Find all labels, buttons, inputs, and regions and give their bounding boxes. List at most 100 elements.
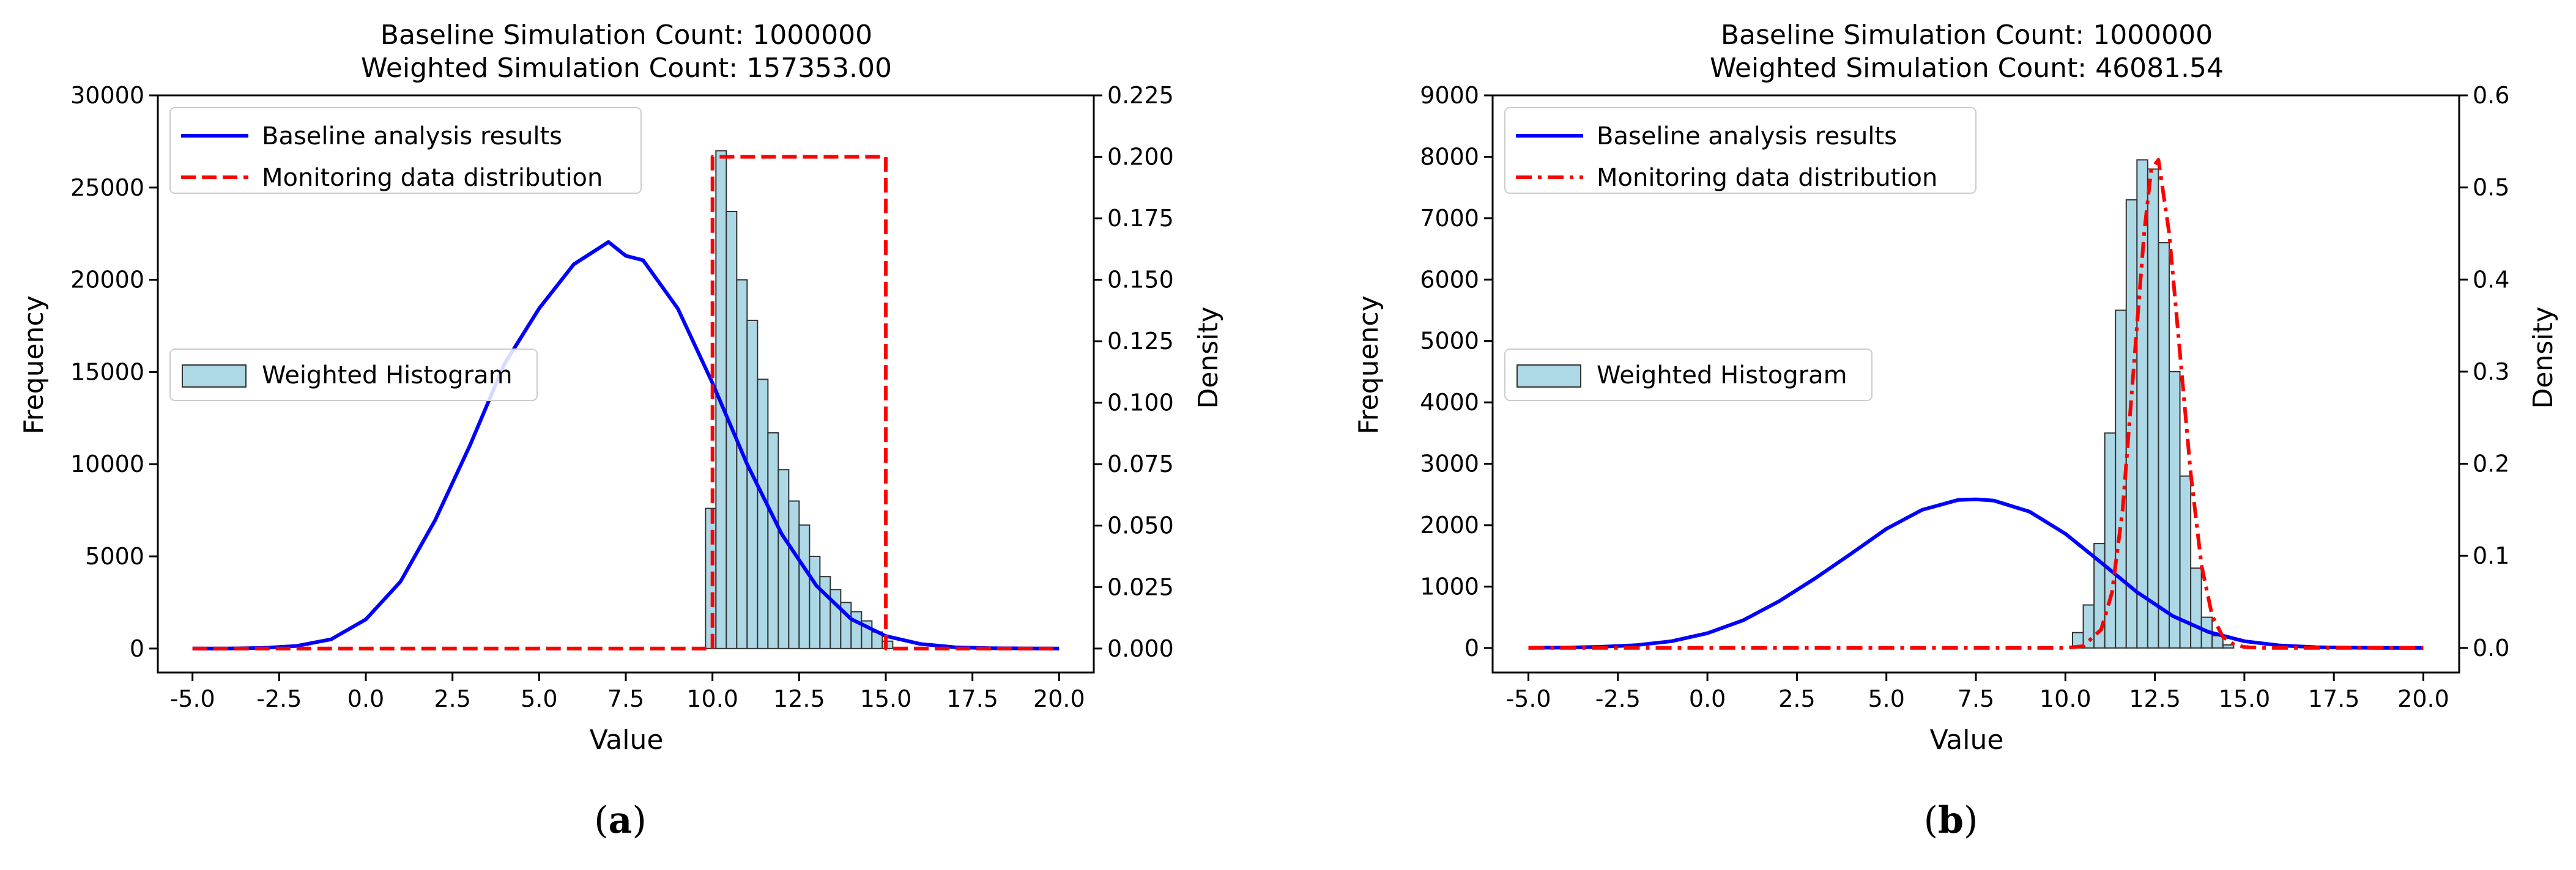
x-tick-label: 7.5 bbox=[607, 685, 644, 712]
y-tick-label: 4000 bbox=[1420, 389, 1479, 416]
y-axis-label: Frequency bbox=[1353, 295, 1384, 434]
x-tick-label: 5.0 bbox=[1868, 685, 1904, 712]
y-tick-label: 8000 bbox=[1420, 143, 1479, 170]
y-tick-label: 7000 bbox=[1420, 205, 1479, 232]
legend-label: Baseline analysis results bbox=[262, 122, 562, 150]
panel-caption: (b) bbox=[1924, 799, 1978, 842]
x-tick-label: 20.0 bbox=[1033, 685, 1085, 712]
legend-box bbox=[169, 348, 538, 401]
y-tick-label: 25000 bbox=[70, 174, 144, 201]
y2-tick-label: 0.6 bbox=[2473, 82, 2509, 109]
x-tick-label: 17.5 bbox=[946, 685, 998, 712]
series-line bbox=[192, 155, 1060, 651]
legend-label: Monitoring data distribution bbox=[262, 164, 603, 192]
y-tick-label: 30000 bbox=[70, 82, 144, 109]
y2-tick-label: 0.1 bbox=[2473, 542, 2509, 569]
histogram-bar bbox=[767, 432, 779, 649]
x-tick-label: -5.0 bbox=[170, 685, 215, 712]
series-line bbox=[192, 240, 1060, 651]
chart-title-line-2: Weighted Simulation Count: 157353.00 bbox=[361, 53, 892, 84]
y2-tick-label: 0.5 bbox=[2473, 174, 2509, 201]
y-tick-label: 2000 bbox=[1420, 512, 1479, 539]
y-tick-label: 9000 bbox=[1420, 82, 1479, 109]
histogram-bar bbox=[2222, 644, 2235, 649]
y2-tick-label: 0.025 bbox=[1107, 573, 1174, 600]
caption-text: (b) bbox=[1924, 799, 1978, 842]
y-tick-label: 6000 bbox=[1420, 266, 1479, 293]
legend-label: Monitoring data distribution bbox=[1597, 164, 1937, 192]
x-tick-label: 12.5 bbox=[2129, 685, 2181, 712]
x-tick-label: 17.5 bbox=[2308, 685, 2360, 712]
plot-area: -5.0 -2.5 0.0 2.5 5.0 7.5 10.0 12.5 15.0 17.5 20.0… bbox=[1420, 82, 2509, 712]
x-axis-label: Value bbox=[1930, 724, 2004, 756]
y2-tick-label: 0.2 bbox=[2473, 451, 2509, 477]
x-tick-label: 0.0 bbox=[347, 685, 384, 712]
histogram-bar bbox=[2082, 604, 2095, 649]
y2-tick-label: 0.4 bbox=[2473, 266, 2509, 293]
legend-box bbox=[1504, 107, 1977, 194]
histogram-bar bbox=[2147, 168, 2159, 649]
y2-tick-label: 0.125 bbox=[1107, 328, 1174, 355]
y-tick-label: 15000 bbox=[70, 358, 144, 385]
y-axis-label: Frequency bbox=[18, 295, 50, 434]
y2-tick-label: 0.100 bbox=[1107, 389, 1174, 416]
legend-swatch bbox=[182, 364, 247, 388]
x-tick-label: 10.0 bbox=[686, 685, 738, 712]
chart-panel-b: Baseline Simulation Count: 1000000 Weigh… bbox=[1353, 20, 2559, 842]
legend-label: Weighted Histogram bbox=[1597, 361, 1847, 389]
histogram-bar bbox=[819, 576, 831, 649]
x-tick-label: 2.5 bbox=[434, 685, 470, 712]
y-tick-label: 0 bbox=[1464, 635, 1479, 662]
legend-label: Baseline analysis results bbox=[1597, 122, 1897, 150]
histogram-bar bbox=[757, 378, 769, 649]
x-axis-label: Value bbox=[590, 724, 664, 756]
histogram-bar bbox=[788, 500, 800, 649]
y-tick-label: 20000 bbox=[70, 267, 144, 293]
series-line bbox=[1528, 158, 2424, 650]
series-line bbox=[1528, 497, 2424, 650]
y2-axis-label: Density bbox=[1193, 306, 1224, 408]
x-tick-label: 15.0 bbox=[860, 685, 912, 712]
y2-tick-label: 0.225 bbox=[1107, 82, 1174, 109]
histogram-bar bbox=[2104, 432, 2117, 649]
histogram-bar bbox=[2179, 475, 2192, 649]
legend-label: Weighted Histogram bbox=[262, 361, 513, 389]
x-tick-label: 20.0 bbox=[2397, 685, 2449, 712]
histogram-bar bbox=[809, 555, 821, 649]
y2-tick-label: 0.200 bbox=[1107, 144, 1174, 171]
chart-title-line-1: Baseline Simulation Count: 1000000 bbox=[380, 20, 872, 51]
x-tick-label: -2.5 bbox=[1595, 685, 1641, 712]
y2-axis-label: Density bbox=[2528, 306, 2559, 408]
y2-tick-label: 0.050 bbox=[1107, 512, 1174, 539]
histogram-bar bbox=[2158, 242, 2170, 649]
plot-area: -5.0 -2.5 0.0 2.5 5.0 7.5 10.0 12.5 15.0 17.5 20.0… bbox=[70, 82, 1174, 712]
x-tick-label: 15.0 bbox=[2219, 685, 2271, 712]
legend-box bbox=[169, 107, 642, 194]
y-tick-label: 10000 bbox=[70, 451, 144, 477]
chart-panel-a: Baseline Simulation Count: 1000000 Weigh… bbox=[18, 20, 1224, 842]
y2-tick-label: 0.075 bbox=[1107, 451, 1174, 477]
caption-text: (a) bbox=[594, 799, 647, 842]
x-tick-label: 0.0 bbox=[1689, 685, 1726, 712]
x-tick-label: 2.5 bbox=[1778, 685, 1815, 712]
y-tick-label: 0 bbox=[130, 635, 144, 662]
x-tick-label: -2.5 bbox=[256, 685, 302, 712]
y2-tick-label: 0.000 bbox=[1107, 635, 1174, 662]
chart-title-line-2: Weighted Simulation Count: 46081.54 bbox=[1710, 53, 2224, 84]
histogram-bar bbox=[2169, 370, 2181, 649]
x-tick-label: 10.0 bbox=[2040, 685, 2092, 712]
chart-title-line-1: Baseline Simulation Count: 1000000 bbox=[1721, 20, 2213, 51]
y2-tick-label: 0.150 bbox=[1107, 267, 1174, 293]
histogram-bar bbox=[2190, 567, 2202, 649]
histogram-bar bbox=[850, 611, 863, 649]
y2-tick-label: 0.0 bbox=[2473, 635, 2509, 662]
y2-tick-label: 0.175 bbox=[1107, 205, 1174, 232]
y-tick-label: 1000 bbox=[1420, 573, 1479, 600]
y-tick-label: 5000 bbox=[85, 543, 144, 570]
histogram-bar bbox=[798, 524, 811, 649]
legend-box bbox=[1504, 348, 1873, 401]
y2-tick-label: 0.3 bbox=[2473, 358, 2509, 385]
x-tick-label: 7.5 bbox=[1958, 685, 1994, 712]
y-tick-label: 3000 bbox=[1420, 451, 1479, 477]
